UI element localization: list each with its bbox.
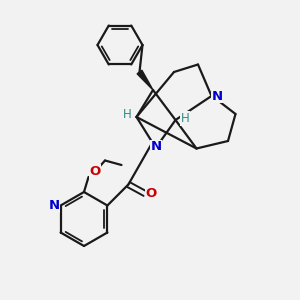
Text: N: N bbox=[150, 140, 162, 154]
Text: O: O bbox=[146, 187, 157, 200]
Text: H: H bbox=[122, 108, 131, 121]
Text: N: N bbox=[211, 89, 223, 103]
Text: O: O bbox=[89, 165, 101, 178]
Text: H: H bbox=[181, 112, 190, 125]
Polygon shape bbox=[137, 70, 153, 90]
Text: N: N bbox=[49, 199, 60, 212]
